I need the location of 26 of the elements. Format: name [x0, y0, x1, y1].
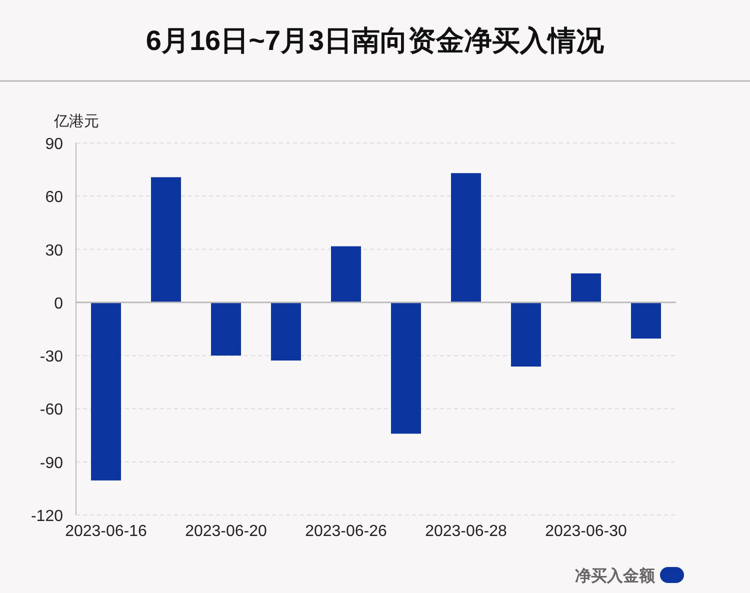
- x-tick-label: 2023-06-16: [65, 523, 148, 540]
- x-tick-label: 2023-06-26: [305, 523, 388, 540]
- bar: [391, 302, 421, 434]
- y-tick-label: 90: [45, 136, 64, 153]
- bar: [511, 302, 541, 367]
- y-tick-label: -90: [40, 454, 64, 472]
- chart-title: 6月16日~7月3日南向资金净买入情况: [146, 25, 606, 56]
- bar: [631, 302, 661, 339]
- bar: [91, 302, 121, 480]
- y-tick-label: -120: [30, 508, 64, 525]
- x-tick-label: 2023-06-20: [185, 523, 268, 540]
- bar: [271, 302, 301, 361]
- y-axis-title: 亿港元: [53, 113, 99, 130]
- y-tick-label: -30: [40, 348, 64, 366]
- y-tick-label: -60: [40, 402, 64, 419]
- bar: [331, 246, 361, 302]
- x-tick-label: 2023-06-30: [545, 523, 628, 540]
- bar: [451, 173, 481, 302]
- y-tick-label: 60: [45, 189, 64, 206]
- y-tick-label: 0: [54, 295, 64, 312]
- y-tick-label: 30: [45, 242, 64, 260]
- x-tick-label: 2023-06-28: [425, 523, 508, 540]
- bar: [211, 302, 241, 356]
- bar: [151, 177, 181, 302]
- bar: [571, 273, 601, 302]
- legend-label: 净买入金额: [575, 567, 656, 585]
